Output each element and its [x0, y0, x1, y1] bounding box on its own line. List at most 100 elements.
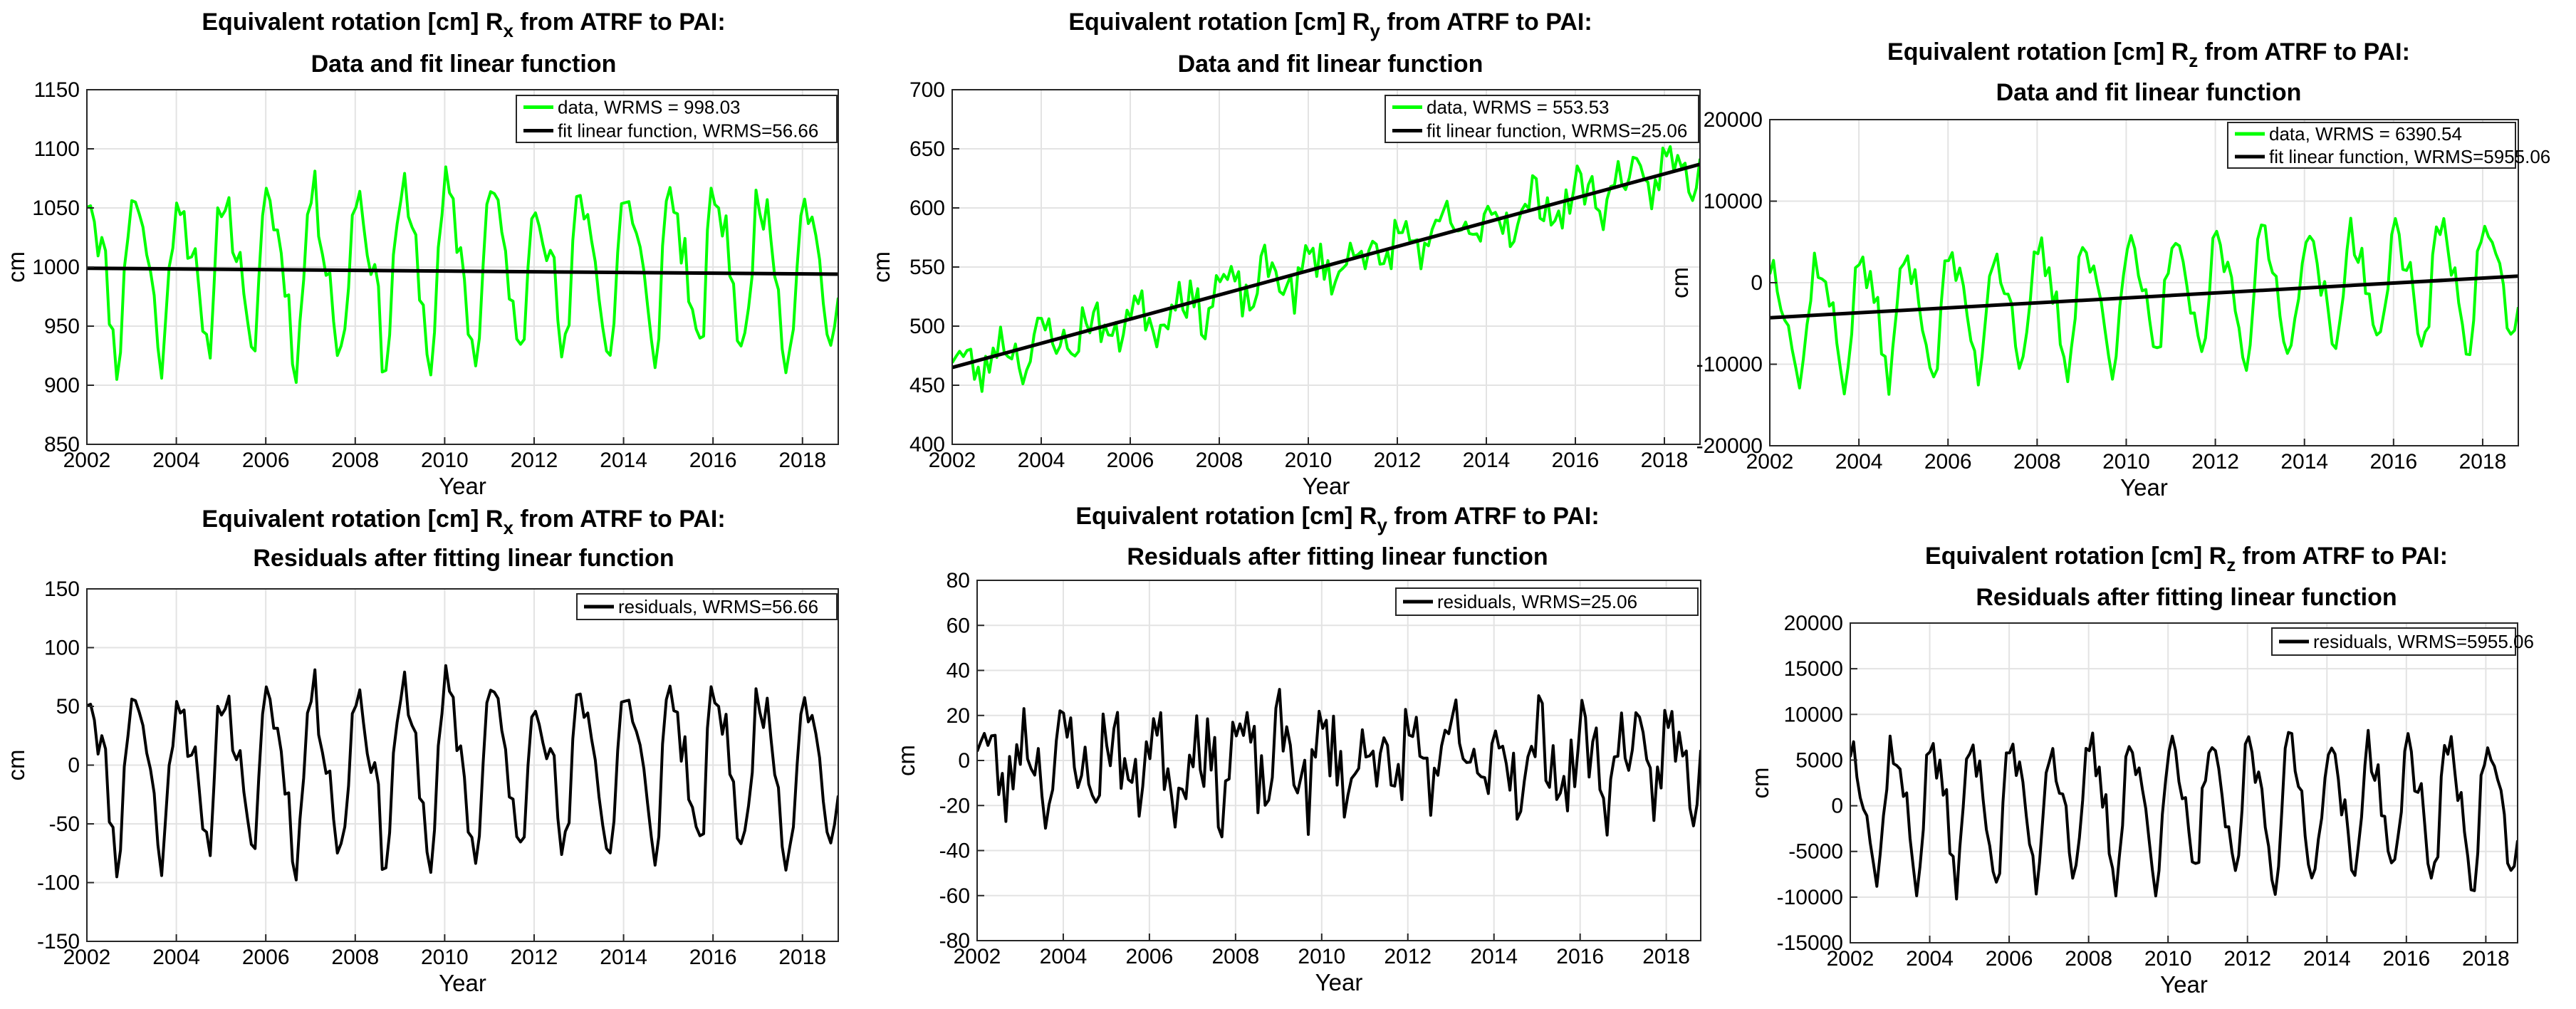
y-tick-label: 700	[909, 78, 945, 102]
legend-entry: residuals, WRMS=56.66	[618, 596, 818, 617]
x-tick-label: 2012	[1384, 945, 1432, 968]
y-tick-label: -20000	[1696, 434, 1763, 458]
legend-entry: residuals, WRMS=5955.06	[2313, 631, 2534, 652]
x-axis-label: Year	[1303, 473, 1350, 499]
y-tick-label: 15000	[1784, 657, 1843, 681]
y-tick-label: 80	[947, 569, 970, 592]
y-tick-label: -10000	[1696, 353, 1763, 377]
y-tick-label: 1000	[32, 256, 80, 279]
x-tick-label: 2010	[1298, 945, 1345, 968]
y-tick-label: 40	[947, 659, 970, 683]
x-tick-label: 2002	[954, 945, 1001, 968]
x-tick-label: 2016	[1556, 945, 1604, 968]
series-line-fit	[1770, 274, 2518, 320]
x-tick-label: 2016	[2382, 947, 2430, 971]
y-tick-label: 10000	[1704, 190, 1763, 214]
x-tick-label: 2014	[600, 449, 647, 472]
series-line-residuals	[977, 688, 1701, 839]
y-tick-label: -20	[939, 794, 970, 817]
chart-title: Equivalent rotation [cm] Ry from ATRF to…	[1068, 9, 1592, 41]
chart-panel-6: 2002 2004 2006 2008 2010 2012 2014 2016 2018 -150…	[1747, 543, 2534, 998]
chart-panel-2: 2002 2004 2006 2008 2010 2012 2014 2016 2018 400 4…	[868, 9, 1701, 499]
legend-entry: fit linear function, WRMS=56.66	[558, 120, 818, 142]
y-tick-label: 100	[44, 637, 80, 660]
x-tick-label: 2018	[1641, 449, 1689, 472]
chart-panel-1: 2002 2004 2006 2008 2010 2012 2014 2016 2018 850 9…	[3, 9, 839, 499]
x-tick-label: 2004	[1835, 450, 1883, 474]
y-tick-label: -80	[939, 929, 970, 953]
y-tick-label: 50	[56, 695, 80, 718]
legend-entry: fit linear function, WRMS=25.06	[1427, 120, 1687, 142]
x-tick-label: 2002	[1746, 450, 1794, 474]
y-axis-label: cm	[1667, 267, 1693, 298]
chart-title: Equivalent rotation [cm] Rz from ATRF to…	[1925, 543, 2448, 575]
x-tick-label: 2018	[778, 946, 826, 969]
x-tick-label: 2006	[1986, 947, 2033, 971]
legend-box	[576, 593, 838, 620]
x-tick-label: 2012	[511, 946, 558, 969]
y-tick-label: -40	[939, 840, 970, 863]
y-tick-label: 400	[909, 433, 945, 456]
series-line-residuals	[87, 664, 838, 882]
y-tick-label: 650	[909, 137, 945, 161]
x-tick-label: 2014	[2280, 450, 2328, 474]
series-line-residuals	[1850, 728, 2518, 901]
x-tick-label: 2010	[2102, 450, 2150, 474]
y-tick-label: -100	[37, 872, 80, 895]
series-line-fit	[87, 266, 838, 276]
chart-title: Equivalent rotation [cm] Rx from ATRF to…	[202, 506, 725, 538]
chart-panel-5: 2002 2004 2006 2008 2010 2012 2014 2016 2018 -80 -…	[893, 503, 1701, 995]
y-tick-label: -60	[939, 884, 970, 908]
y-tick-label: 20000	[1704, 108, 1763, 132]
legend: residuals, WRMS=5955.06	[2271, 627, 2534, 656]
chart-panel-3: 2002 2004 2006 2008 2010 2012 2014 2016 2018 -200…	[1667, 38, 2550, 501]
y-tick-label: 900	[44, 374, 80, 397]
y-tick-label: 850	[44, 433, 80, 456]
x-tick-label: 2004	[1040, 945, 1088, 968]
x-tick-label: 2014	[2303, 947, 2351, 971]
series-line-data	[87, 165, 838, 385]
legend-entry: data, WRMS = 553.53	[1427, 97, 1610, 118]
legend-box	[2227, 122, 2516, 169]
y-tick-label: 20000	[1784, 612, 1843, 635]
chart-subtitle: Residuals after fitting linear function	[1976, 584, 2397, 611]
y-tick-label: 1050	[32, 197, 80, 220]
y-tick-label: 20	[947, 704, 970, 728]
legend: residuals, WRMS=25.06	[1395, 587, 1699, 616]
y-tick-label: 0	[1831, 795, 1843, 818]
y-tick-label: -5000	[1788, 840, 1843, 864]
x-tick-label: 2016	[1552, 449, 1600, 472]
x-tick-label: 2008	[1211, 945, 1259, 968]
chart-title: Equivalent rotation [cm] Rx from ATRF to…	[202, 9, 725, 41]
y-axis-label: cm	[3, 750, 29, 781]
x-tick-label: 2006	[242, 449, 290, 472]
y-tick-label: 450	[909, 374, 945, 397]
x-tick-label: 2018	[2462, 947, 2510, 971]
x-tick-label: 2008	[331, 946, 379, 969]
chart-title: Equivalent rotation [cm] Ry from ATRF to…	[1075, 503, 1599, 535]
x-tick-label: 2010	[421, 946, 469, 969]
x-tick-label: 2018	[1642, 945, 1690, 968]
x-axis-label: Year	[2120, 474, 2168, 501]
x-tick-label: 2014	[1470, 945, 1518, 968]
series-line-data	[1770, 216, 2518, 396]
legend-box	[2271, 627, 2516, 656]
x-tick-label: 2010	[1285, 449, 1333, 472]
x-axis-label: Year	[439, 970, 486, 996]
legend-box	[1385, 95, 1699, 143]
legend-entry: data, WRMS = 6390.54	[2269, 123, 2462, 145]
y-axis-label: cm	[868, 251, 895, 283]
x-tick-label: 2010	[421, 449, 469, 472]
y-tick-label: 0	[68, 754, 80, 778]
x-tick-label: 2012	[2191, 450, 2239, 474]
legend-box	[516, 95, 838, 143]
x-tick-label: 2002	[63, 449, 111, 472]
x-tick-label: 2002	[63, 946, 111, 969]
legend-entry: data, WRMS = 998.03	[558, 97, 741, 118]
y-tick-label: 150	[44, 577, 80, 601]
y-tick-label: -10000	[1777, 886, 1843, 909]
x-tick-label: 2016	[689, 946, 737, 969]
